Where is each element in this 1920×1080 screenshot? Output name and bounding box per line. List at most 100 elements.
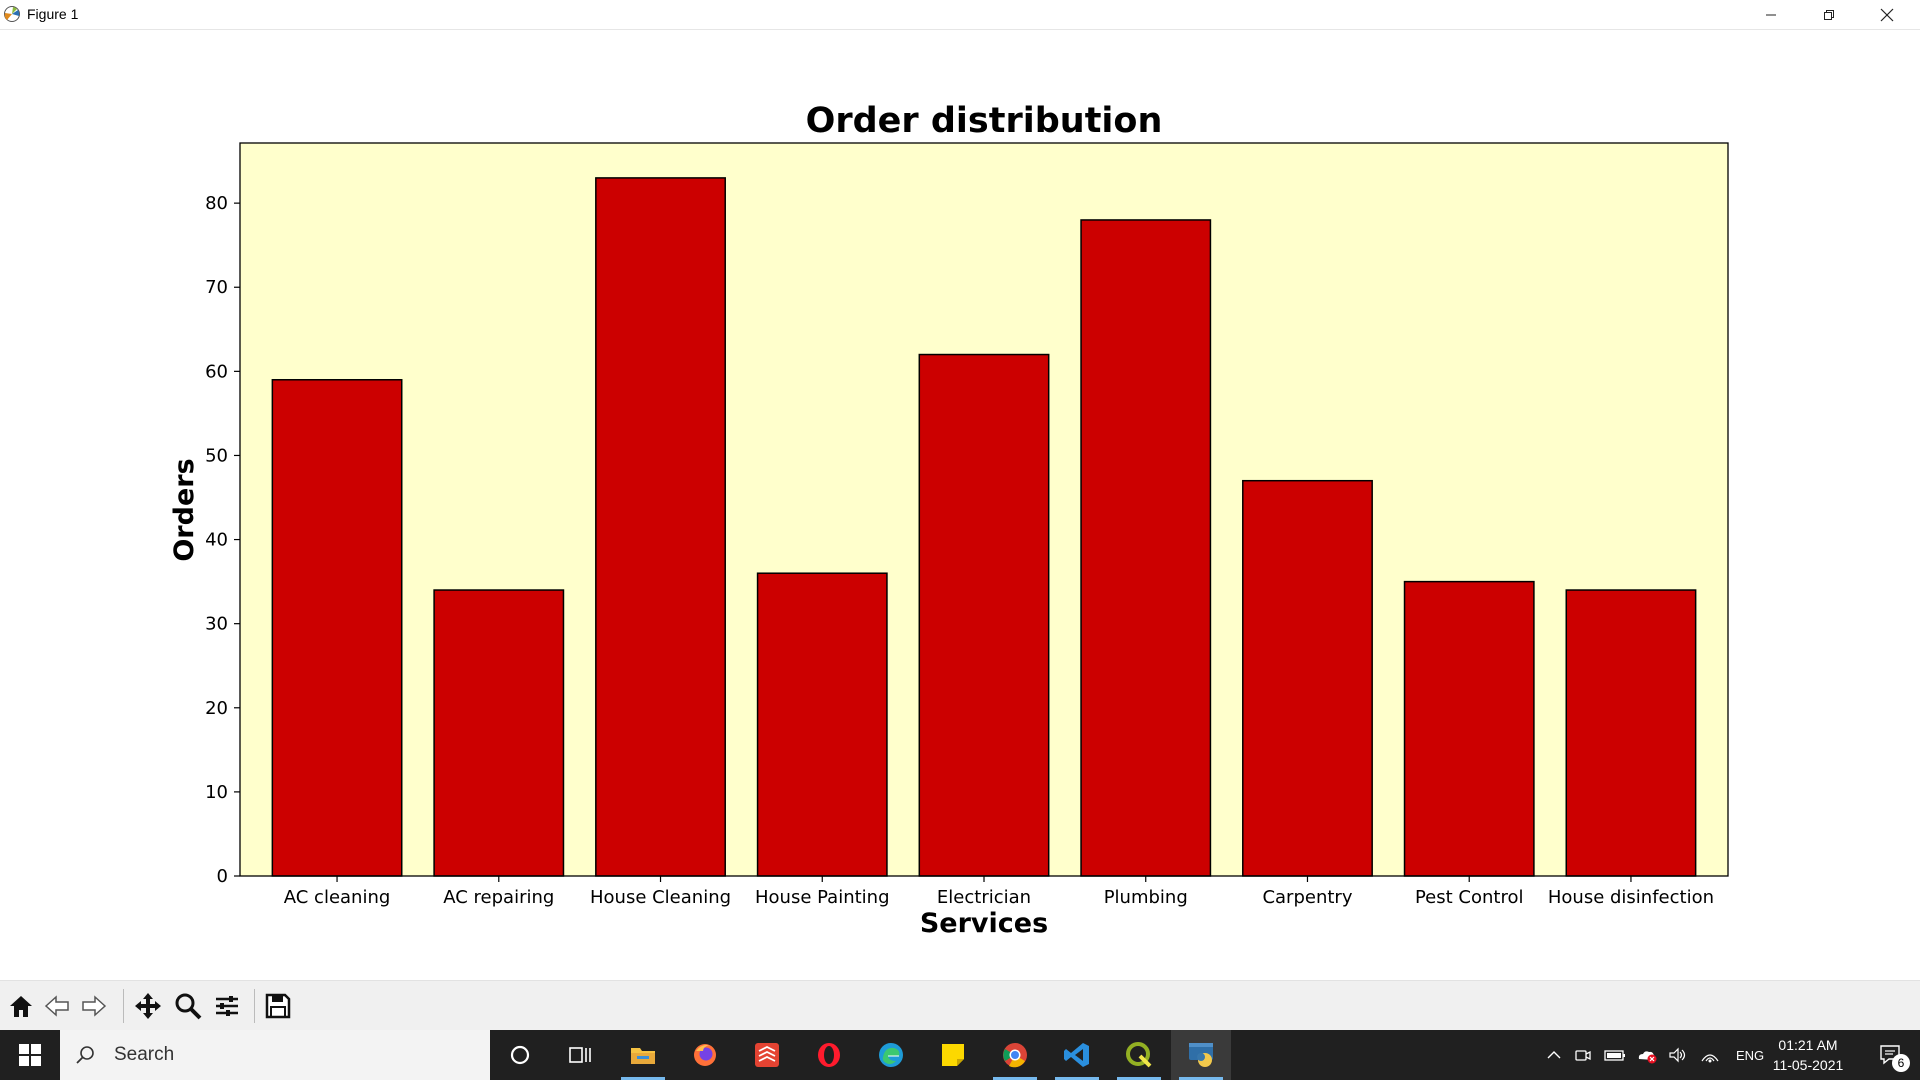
minimize-icon: [1766, 14, 1776, 15]
x-tick-label: AC cleaning: [284, 887, 391, 908]
x-tick-label: Pest Control: [1415, 887, 1524, 908]
bar-ac-repairing: [433, 589, 565, 877]
y-axis-label: Orders: [169, 458, 200, 561]
save-button[interactable]: [261, 989, 295, 1023]
start-button[interactable]: [0, 1030, 60, 1080]
y-tick-label: 50: [205, 445, 228, 466]
meet-now-icon[interactable]: [1574, 1047, 1592, 1063]
x-axis-label: Services: [920, 908, 1048, 939]
x-tick-label: House Painting: [755, 887, 890, 908]
restore-icon: [1824, 9, 1834, 20]
bar-ac-cleaning: [271, 379, 403, 877]
search-placeholder: Search: [114, 1044, 175, 1065]
y-tick-label: 60: [205, 361, 228, 382]
taskbar-opera[interactable]: [799, 1030, 859, 1080]
matplotlib-app-icon: [4, 6, 20, 22]
opera-icon: [818, 1043, 840, 1067]
taskbar-qgis[interactable]: [1109, 1030, 1169, 1080]
y-tick-label: 40: [205, 530, 228, 551]
restore-button[interactable]: [1800, 0, 1858, 29]
bar-pest-control: [1403, 580, 1535, 877]
taskbar-cortana[interactable]: [490, 1030, 550, 1080]
y-tick-label: 10: [205, 782, 228, 803]
x-tick-label: House disinfection: [1548, 887, 1714, 908]
y-tick-label: 80: [205, 193, 228, 214]
zoom-button[interactable]: [171, 989, 205, 1023]
firefox-icon: [694, 1044, 716, 1066]
active-app-indicator: [621, 1077, 665, 1080]
bar-plumbing: [1080, 219, 1212, 877]
bar-chart: 0 10 20 30 40 50 60 70 80 AC cleaning AC repairin…: [169, 101, 1729, 939]
figure-canvas: 0 10 20 30 40 50 60 70 80 AC cleaning AC repairin…: [0, 30, 1920, 980]
taskbar-clock[interactable]: 01:21 AM 11-05-2021: [1762, 1035, 1854, 1075]
todoist-icon: [755, 1043, 779, 1067]
taskbar-todoist[interactable]: [737, 1030, 797, 1080]
pan-button[interactable]: [131, 989, 165, 1023]
taskbar-search-box[interactable]: Search: [60, 1030, 490, 1080]
taskbar-chrome[interactable]: [985, 1030, 1045, 1080]
python-icon: [1189, 1043, 1213, 1067]
notification-count-badge: 6: [1892, 1054, 1910, 1072]
active-app-indicator: [1179, 1077, 1223, 1080]
wifi-icon[interactable]: [1700, 1047, 1720, 1063]
x-tick-label: House Cleaning: [590, 887, 731, 908]
show-hidden-icons-chevron-icon[interactable]: [1546, 1047, 1562, 1063]
bar-house-disinfection: [1565, 589, 1697, 877]
taskbar-python[interactable]: [1171, 1030, 1231, 1080]
x-tick-label: Plumbing: [1104, 887, 1188, 908]
active-app-indicator: [1055, 1077, 1099, 1080]
forward-button[interactable]: [77, 989, 111, 1023]
vscode-icon: [1064, 1043, 1089, 1067]
onedrive-error-icon[interactable]: [1636, 1046, 1658, 1064]
pan-icon: [135, 993, 161, 1019]
windows-logo-icon: [19, 1044, 41, 1066]
active-app-indicator: [1117, 1077, 1161, 1080]
back-button[interactable]: [40, 989, 74, 1023]
edge-icon: [879, 1043, 903, 1067]
bar-electrician: [918, 353, 1050, 877]
taskbar-file-explorer[interactable]: [613, 1030, 673, 1080]
chrome-icon: [1003, 1043, 1027, 1068]
x-tick-label: Carpentry: [1262, 887, 1352, 908]
matplotlib-toolbar: [0, 980, 1920, 1031]
input-language-indicator[interactable]: ENG: [1736, 1047, 1765, 1063]
close-icon: [1880, 8, 1894, 21]
action-center-button[interactable]: 6: [1862, 1030, 1920, 1080]
home-button[interactable]: [4, 989, 38, 1023]
volume-icon[interactable]: [1668, 1047, 1688, 1063]
taskbar-sticky-notes[interactable]: [923, 1030, 983, 1080]
toolbar-separator: [254, 989, 255, 1023]
clock-time: 01:21 AM: [1778, 1037, 1838, 1053]
save-icon: [265, 993, 291, 1019]
configure-subplots-icon: [216, 996, 238, 1016]
configure-subplots-button[interactable]: [210, 989, 244, 1023]
taskbar-edge[interactable]: [861, 1030, 921, 1080]
battery-icon[interactable]: [1604, 1047, 1626, 1063]
bar-house-cleaning: [595, 177, 726, 877]
y-tick-label: 0: [217, 866, 228, 887]
window-title: Figure 1: [27, 6, 79, 22]
taskbar-task-view[interactable]: [550, 1030, 610, 1080]
minimize-button[interactable]: [1742, 0, 1800, 29]
notification-icon: [1880, 1045, 1900, 1065]
taskbar-vscode[interactable]: [1047, 1030, 1107, 1080]
taskbar-firefox[interactable]: [675, 1030, 735, 1080]
bar-house-painting: [756, 572, 888, 877]
file-explorer-icon: [631, 1048, 655, 1064]
chart-title: Order distribution: [806, 101, 1163, 141]
back-icon: [44, 995, 69, 1017]
cortana-icon: [510, 1045, 530, 1065]
window-titlebar: Figure 1: [0, 0, 1920, 30]
sticky-notes-icon: [942, 1044, 964, 1066]
forward-icon: [82, 995, 107, 1017]
qgis-icon: [1126, 1042, 1152, 1068]
y-tick-label: 20: [205, 698, 228, 719]
system-tray: ENG: [1540, 1030, 1774, 1080]
y-tick-label: 70: [205, 277, 228, 298]
toolbar-separator: [123, 989, 124, 1023]
windows-taskbar: Search: [0, 1030, 1920, 1080]
close-button[interactable]: [1858, 0, 1916, 29]
x-tick-label: Electrician: [937, 887, 1031, 908]
y-tick-label: 30: [205, 614, 228, 635]
clock-date: 11-05-2021: [1772, 1057, 1844, 1073]
